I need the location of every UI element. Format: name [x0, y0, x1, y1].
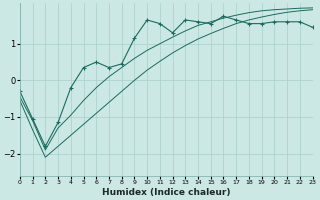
X-axis label: Humidex (Indice chaleur): Humidex (Indice chaleur) [102, 188, 230, 197]
